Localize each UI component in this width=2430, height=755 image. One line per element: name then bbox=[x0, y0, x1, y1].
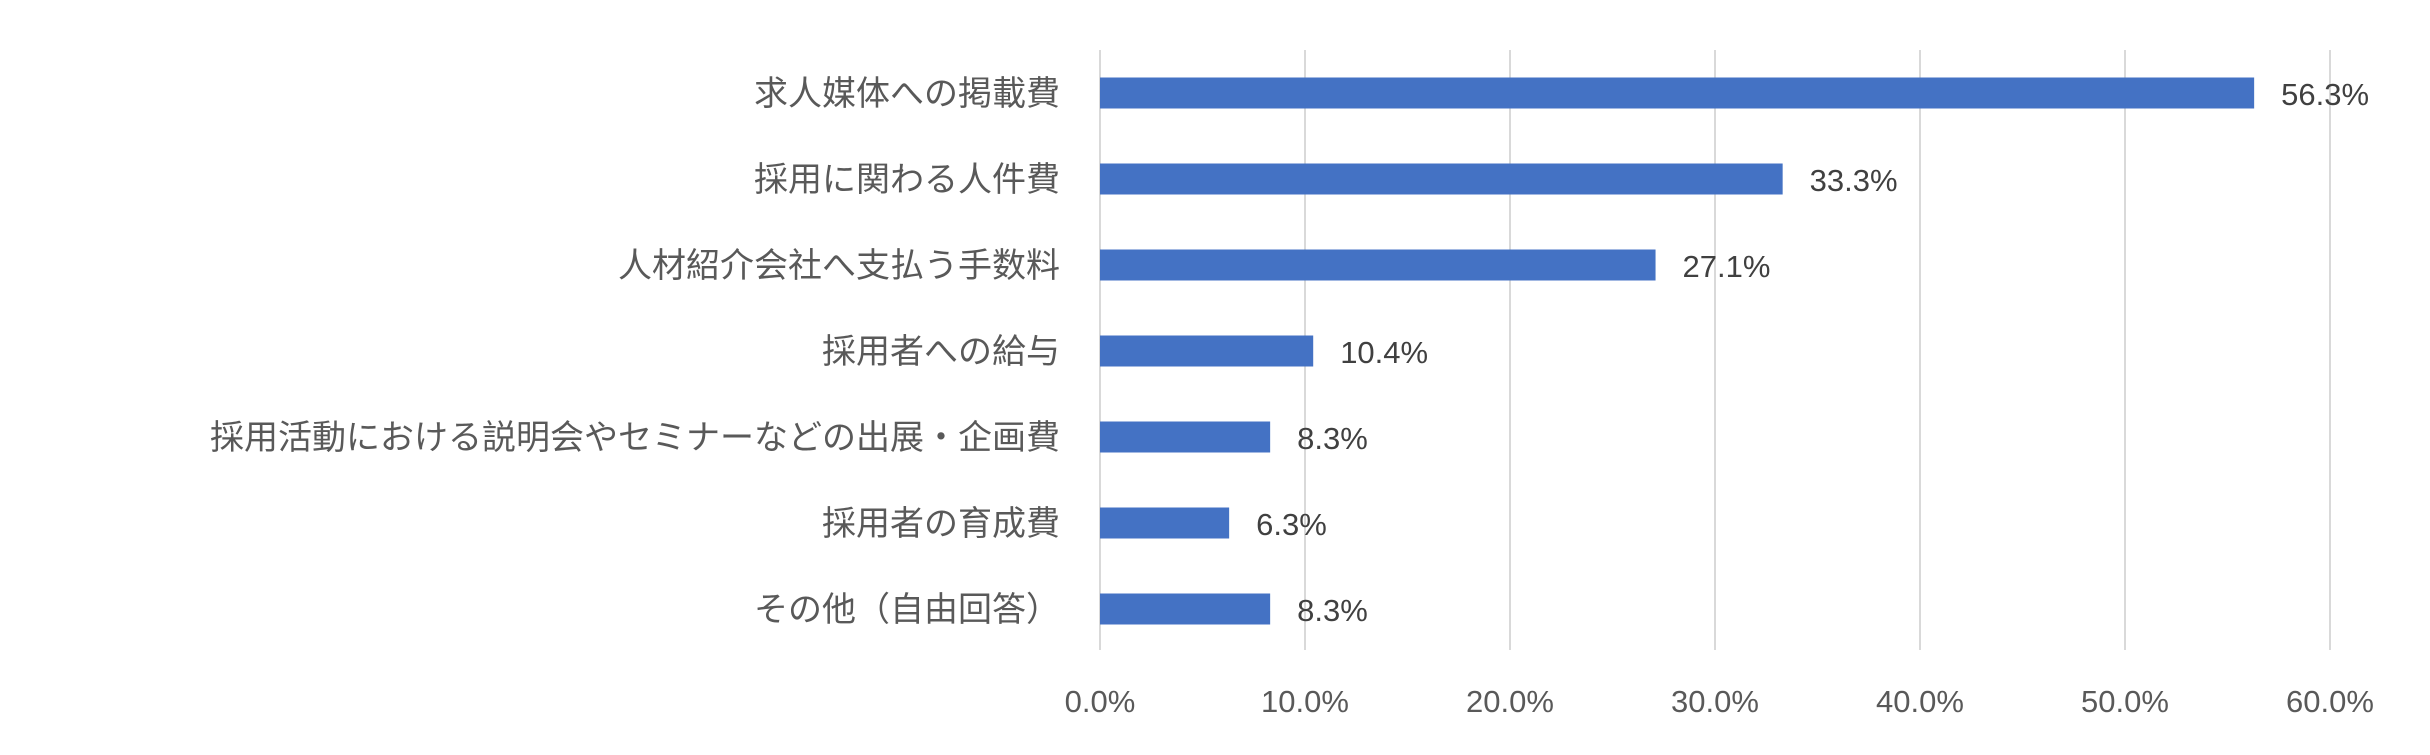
data-label: 8.3% bbox=[1297, 593, 1368, 628]
bar bbox=[1100, 249, 1656, 281]
x-tick-label: 50.0% bbox=[2081, 684, 2169, 719]
category-label: 採用者の育成費 bbox=[822, 504, 1060, 544]
data-label: 27.1% bbox=[1683, 249, 1771, 284]
data-label: 8.3% bbox=[1297, 421, 1368, 456]
x-axis-tick-labels: 0.0% 10.0% 20.0% 30.0% 40.0% 50.0% 60.0% bbox=[1065, 684, 2374, 719]
bars bbox=[1100, 77, 2255, 625]
bar bbox=[1100, 77, 2255, 109]
category-label: 採用活動における説明会やセミナーなどの出展・企画費 bbox=[210, 418, 1060, 458]
x-tick-label: 20.0% bbox=[1466, 684, 1554, 719]
bar bbox=[1100, 507, 1230, 539]
category-labels: 求人媒体への掲載費採用に関わる人件費人材紹介会社へ支払う手数料採用者への給与採用… bbox=[210, 74, 1060, 630]
data-label: 10.4% bbox=[1340, 335, 1428, 370]
x-tick-label: 10.0% bbox=[1261, 684, 1349, 719]
category-label: 人材紹介会社へ支払う手数料 bbox=[618, 246, 1060, 286]
data-labels: 56.3% 33.3% 27.1% 10.4% 8.3% 6.3% 8.3% bbox=[1256, 77, 2369, 628]
category-label: その他（自由回答） bbox=[754, 590, 1060, 630]
bar bbox=[1100, 335, 1314, 367]
x-tick-label: 40.0% bbox=[1876, 684, 1964, 719]
data-label: 56.3% bbox=[2281, 77, 2369, 112]
gridlines bbox=[1099, 50, 2331, 650]
x-tick-label: 0.0% bbox=[1065, 684, 1136, 719]
x-tick-label: 30.0% bbox=[1671, 684, 1759, 719]
data-label: 33.3% bbox=[1810, 163, 1898, 198]
category-label: 採用者への給与 bbox=[822, 332, 1060, 372]
bar bbox=[1100, 163, 1783, 195]
category-label: 求人媒体への掲載費 bbox=[754, 74, 1060, 114]
data-label: 6.3% bbox=[1256, 507, 1327, 542]
bar bbox=[1100, 593, 1271, 625]
bar bbox=[1100, 421, 1271, 453]
category-label: 採用に関わる人件費 bbox=[754, 160, 1060, 200]
x-tick-label: 60.0% bbox=[2286, 684, 2374, 719]
